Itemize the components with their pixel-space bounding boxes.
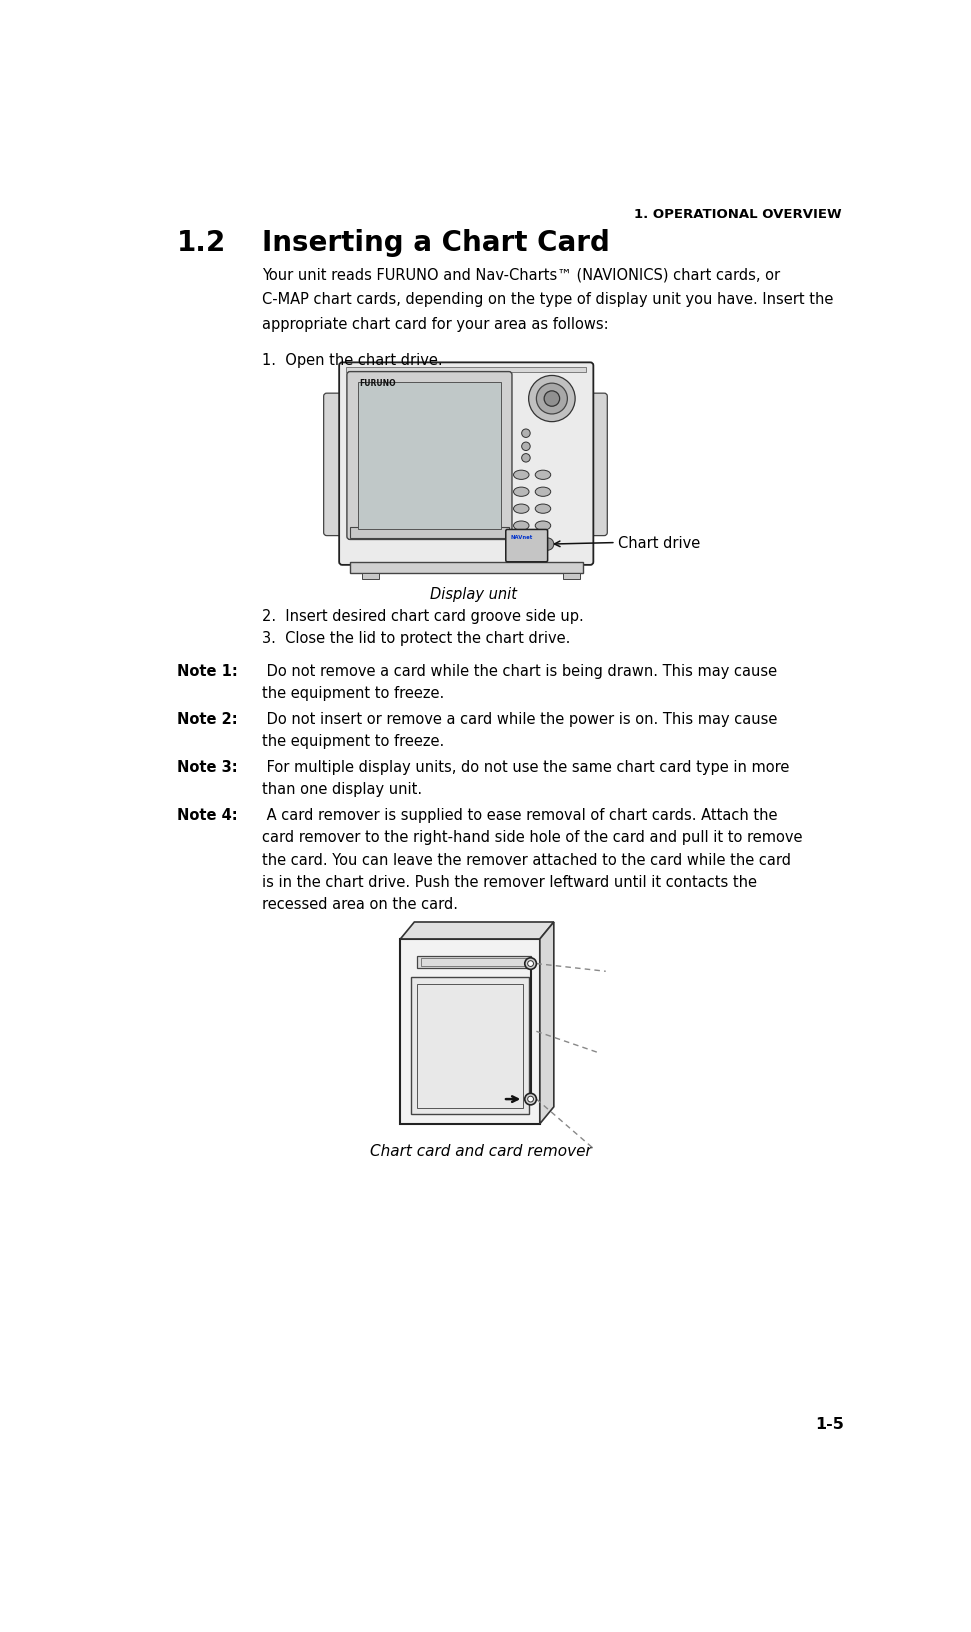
FancyBboxPatch shape bbox=[323, 393, 344, 537]
Text: C-MAP chart cards, depending on the type of display unit you have. Insert the: C-MAP chart cards, depending on the type… bbox=[262, 292, 834, 307]
Text: Inserting a Chart Card: Inserting a Chart Card bbox=[262, 228, 611, 256]
Text: Chart drive: Chart drive bbox=[619, 535, 700, 550]
Text: Note 3:: Note 3: bbox=[177, 759, 238, 774]
Circle shape bbox=[521, 454, 530, 463]
Polygon shape bbox=[540, 922, 553, 1124]
Ellipse shape bbox=[535, 472, 551, 480]
Circle shape bbox=[521, 442, 530, 450]
Bar bbox=[418, 984, 522, 1108]
Circle shape bbox=[527, 1097, 533, 1102]
Circle shape bbox=[527, 961, 533, 966]
Circle shape bbox=[542, 539, 553, 552]
Circle shape bbox=[519, 539, 532, 552]
Bar bbox=[350, 527, 509, 539]
Text: the equipment to freeze.: the equipment to freeze. bbox=[262, 734, 445, 749]
Text: 1-5: 1-5 bbox=[815, 1417, 844, 1431]
Ellipse shape bbox=[514, 472, 529, 480]
Circle shape bbox=[521, 429, 530, 437]
FancyBboxPatch shape bbox=[339, 364, 593, 566]
Ellipse shape bbox=[535, 522, 551, 530]
Text: recessed area on the card.: recessed area on the card. bbox=[262, 898, 458, 912]
FancyBboxPatch shape bbox=[506, 530, 548, 563]
Text: Do not insert or remove a card while the power is on. This may cause: Do not insert or remove a card while the… bbox=[262, 712, 778, 726]
Ellipse shape bbox=[514, 522, 529, 530]
Bar bbox=[346, 367, 586, 372]
Text: 3.  Close the lid to protect the chart drive.: 3. Close the lid to protect the chart dr… bbox=[262, 632, 571, 646]
Circle shape bbox=[544, 392, 559, 406]
Circle shape bbox=[536, 384, 567, 415]
Text: Note 1:: Note 1: bbox=[177, 663, 238, 679]
Text: Do not remove a card while the chart is being drawn. This may cause: Do not remove a card while the chart is … bbox=[262, 663, 778, 679]
Circle shape bbox=[524, 1093, 536, 1105]
Ellipse shape bbox=[535, 504, 551, 514]
Text: card remover to the right-hand side hole of the card and pull it to remove: card remover to the right-hand side hole… bbox=[262, 829, 803, 845]
Text: Display unit: Display unit bbox=[430, 588, 518, 602]
Bar bbox=[563, 573, 581, 579]
Text: FURUNO: FURUNO bbox=[359, 379, 396, 387]
Bar bbox=[420, 958, 528, 966]
Text: the card. You can leave the remover attached to the card while the card: the card. You can leave the remover atta… bbox=[262, 852, 791, 867]
Text: A card remover is supplied to ease removal of chart cards. Attach the: A card remover is supplied to ease remov… bbox=[262, 808, 778, 823]
Text: For multiple display units, do not use the same chart card type in more: For multiple display units, do not use t… bbox=[262, 759, 789, 774]
Text: appropriate chart card for your area as follows:: appropriate chart card for your area as … bbox=[262, 317, 609, 331]
Text: Note 2:: Note 2: bbox=[177, 712, 238, 726]
Ellipse shape bbox=[514, 488, 529, 498]
Bar bbox=[350, 563, 583, 573]
Text: Note 4:: Note 4: bbox=[177, 808, 238, 823]
FancyBboxPatch shape bbox=[347, 372, 512, 540]
FancyBboxPatch shape bbox=[588, 393, 607, 537]
Circle shape bbox=[528, 377, 575, 423]
Text: Chart card and card remover: Chart card and card remover bbox=[370, 1144, 592, 1159]
Polygon shape bbox=[400, 940, 540, 1124]
Ellipse shape bbox=[514, 504, 529, 514]
Text: than one display unit.: than one display unit. bbox=[262, 782, 422, 796]
Text: Your unit reads FURUNO and Nav-Charts™ (NAVIONICS) chart cards, or: Your unit reads FURUNO and Nav-Charts™ (… bbox=[262, 268, 781, 282]
Circle shape bbox=[524, 958, 536, 969]
Text: NAVnet: NAVnet bbox=[511, 535, 533, 540]
Bar bbox=[412, 978, 529, 1115]
Text: the equipment to freeze.: the equipment to freeze. bbox=[262, 685, 445, 700]
Text: 1. OPERATIONAL OVERVIEW: 1. OPERATIONAL OVERVIEW bbox=[634, 207, 842, 220]
Polygon shape bbox=[400, 922, 553, 940]
Bar bbox=[361, 573, 379, 579]
Bar bbox=[418, 956, 531, 969]
Ellipse shape bbox=[535, 488, 551, 498]
Text: 1.2: 1.2 bbox=[177, 228, 226, 256]
Text: 1.  Open the chart drive.: 1. Open the chart drive. bbox=[262, 353, 443, 367]
Bar bbox=[357, 384, 501, 529]
Text: 2.  Insert desired chart card groove side up.: 2. Insert desired chart card groove side… bbox=[262, 609, 585, 623]
Text: is in the chart drive. Push the remover leftward until it contacts the: is in the chart drive. Push the remover … bbox=[262, 875, 757, 889]
